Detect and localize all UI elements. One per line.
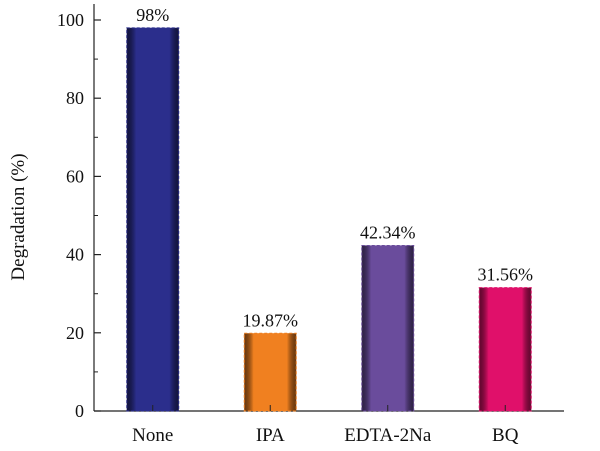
- data-label: 98%: [136, 5, 169, 25]
- x-ticks: None IPA EDTA-2Na BQ: [132, 405, 519, 446]
- x-tick-label: IPA: [256, 425, 285, 446]
- y-axis-label: Degradation (%): [8, 153, 29, 280]
- x-tick-label: None: [132, 425, 173, 446]
- x-tick-label: EDTA-2Na: [344, 425, 432, 446]
- y-tick-label: 80: [66, 88, 84, 108]
- y-ticks: 0 20 40 60 80 100: [57, 10, 101, 421]
- y-tick-label: 40: [66, 245, 84, 265]
- y-tick-label: 60: [66, 166, 84, 186]
- bar: [361, 244, 415, 412]
- data-label: 31.56%: [478, 265, 534, 285]
- bars: [126, 27, 532, 412]
- data-label: 42.34%: [360, 222, 416, 242]
- y-tick-label: 100: [57, 10, 84, 30]
- x-tick-label: BQ: [492, 425, 519, 446]
- y-tick-label: 20: [66, 323, 84, 343]
- bar: [478, 287, 532, 412]
- bar: [126, 27, 180, 412]
- data-label: 19.87%: [243, 310, 299, 330]
- y-tick-label: 0: [75, 401, 84, 421]
- data-labels: 98% 19.87% 42.34% 31.56%: [136, 5, 533, 330]
- y-axis-label-group: Degradation (%): [8, 153, 29, 280]
- bar: [243, 332, 297, 412]
